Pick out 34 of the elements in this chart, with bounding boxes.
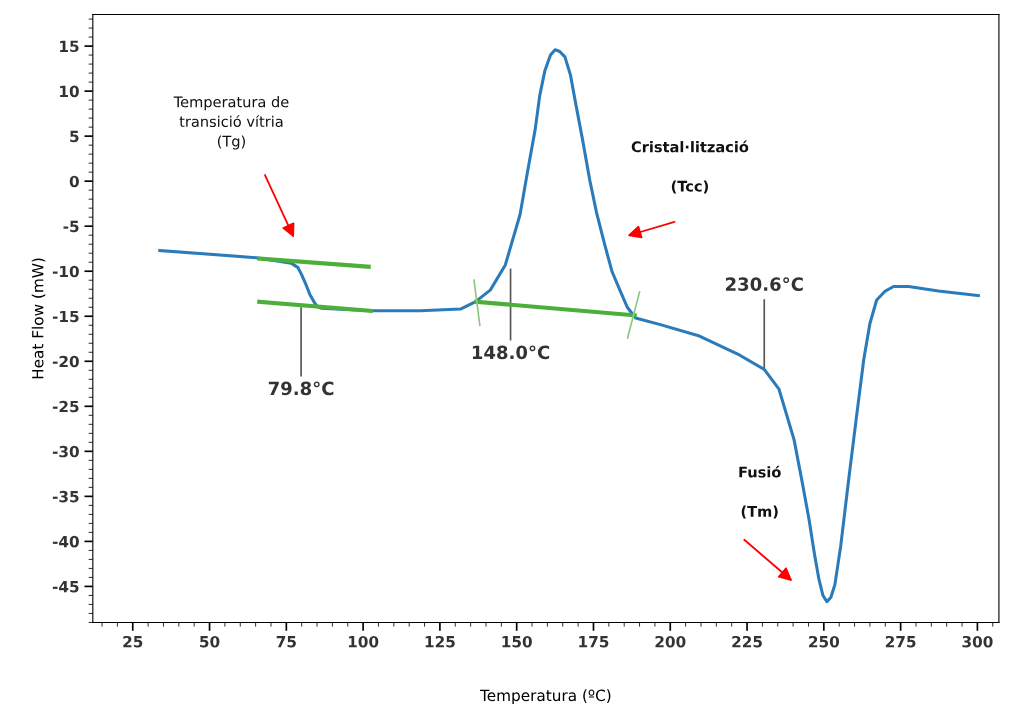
x-tick-label: 75: [276, 636, 296, 648]
y-tick-label: -5: [63, 220, 79, 233]
y-axis-title: Heat Flow (mW): [31, 258, 46, 379]
y-tick-label: -20: [52, 355, 79, 368]
x-axis-title: Temperatura (ºC): [479, 689, 611, 705]
x-tick-label: 150: [502, 635, 532, 648]
x-tick-label: 275: [885, 635, 916, 648]
x-tick-label: 250: [809, 635, 840, 648]
x-tick-label: 125: [425, 635, 455, 648]
annotation: 79.8°C: [268, 381, 334, 396]
x-tick-label: 175: [579, 636, 609, 648]
y-tick-label: -15: [52, 310, 79, 323]
y-tick-label: -40: [52, 535, 79, 548]
x-tick-label: 25: [123, 635, 143, 648]
line-series: [158, 48, 980, 604]
y-tick-label: 10: [60, 85, 79, 98]
annotation: Temperatura de transició vítria (Tg): [173, 96, 289, 150]
annotation: 148.0°C: [472, 345, 550, 360]
x-tick-label: 225: [732, 635, 762, 648]
x-tick-label: 200: [655, 635, 686, 648]
y-tick-label: 5: [70, 130, 79, 143]
x-tick-label: 50: [200, 635, 220, 648]
annotation: 230.6°C: [725, 277, 803, 291]
y-tick-label: -45: [52, 581, 79, 593]
y-tick-label: -30: [52, 445, 79, 458]
y-tick-label: 0: [69, 175, 79, 188]
text: Cristal·lització (Tcc): [631, 140, 749, 194]
x-tick-label: 100: [348, 635, 379, 648]
y-tick-label: -25: [52, 400, 79, 413]
y-tick-label: -10: [52, 265, 79, 278]
text: Fusió (Tm): [739, 465, 781, 519]
y-tick-label: -35: [52, 490, 79, 503]
y-tick-label: 15: [60, 40, 79, 53]
x-tick-label: 300: [962, 635, 993, 648]
